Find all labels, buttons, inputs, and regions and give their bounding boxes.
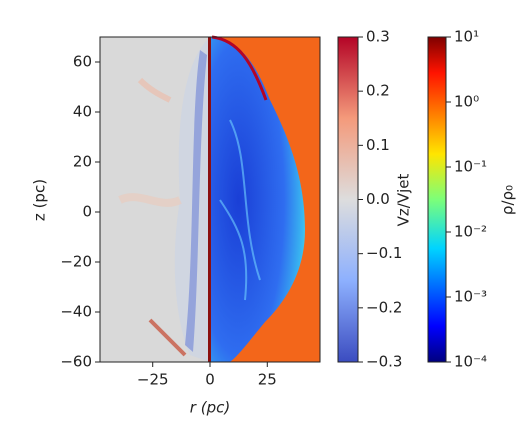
colorbar-tick-label: 10⁻³ <box>454 288 487 306</box>
colorbar-tick-label: 0.1 <box>366 136 390 154</box>
x-tick-label: −25 <box>137 371 169 389</box>
colorbar-tick-label: 10⁰ <box>454 93 479 111</box>
colorbar-tick-label: 10¹ <box>454 28 479 46</box>
colorbar-tick-label: −0.2 <box>366 298 402 316</box>
colorbar-tick-label: 0.0 <box>366 190 390 208</box>
x-tick-label: 25 <box>258 371 277 389</box>
x-axis-label: r (pc) <box>190 399 230 417</box>
colorbar-tick-label: −0.1 <box>366 244 402 262</box>
colorbar <box>337 36 359 363</box>
colorbar-tick-label: 0.2 <box>366 82 390 100</box>
simulation-image <box>100 35 320 362</box>
y-tick-label: 20 <box>73 153 92 171</box>
y-tick-label: −60 <box>60 353 92 371</box>
y-tick-label: −20 <box>60 253 92 271</box>
colorbar-tick-label: 10⁻⁴ <box>454 353 487 371</box>
colorbar-tick-label: 0.3 <box>366 28 390 46</box>
y-tick-label: −40 <box>60 303 92 321</box>
y-axis-label: z (pc) <box>31 179 49 221</box>
y-tick-label: 40 <box>73 103 92 121</box>
colorbar-tick-label: 10⁻² <box>454 223 487 241</box>
colorbar <box>427 36 447 363</box>
y-tick-label: 0 <box>82 203 92 221</box>
colorbar-label: ρ/ρ₀ <box>499 185 517 215</box>
colorbar-tick-label: 10⁻¹ <box>454 158 487 176</box>
x-tick-label: 0 <box>205 371 215 389</box>
colorbar-label: Vz/Vjet <box>395 174 413 227</box>
colorbar-tick-label: −0.3 <box>366 353 402 371</box>
y-tick-label: 60 <box>73 53 92 71</box>
